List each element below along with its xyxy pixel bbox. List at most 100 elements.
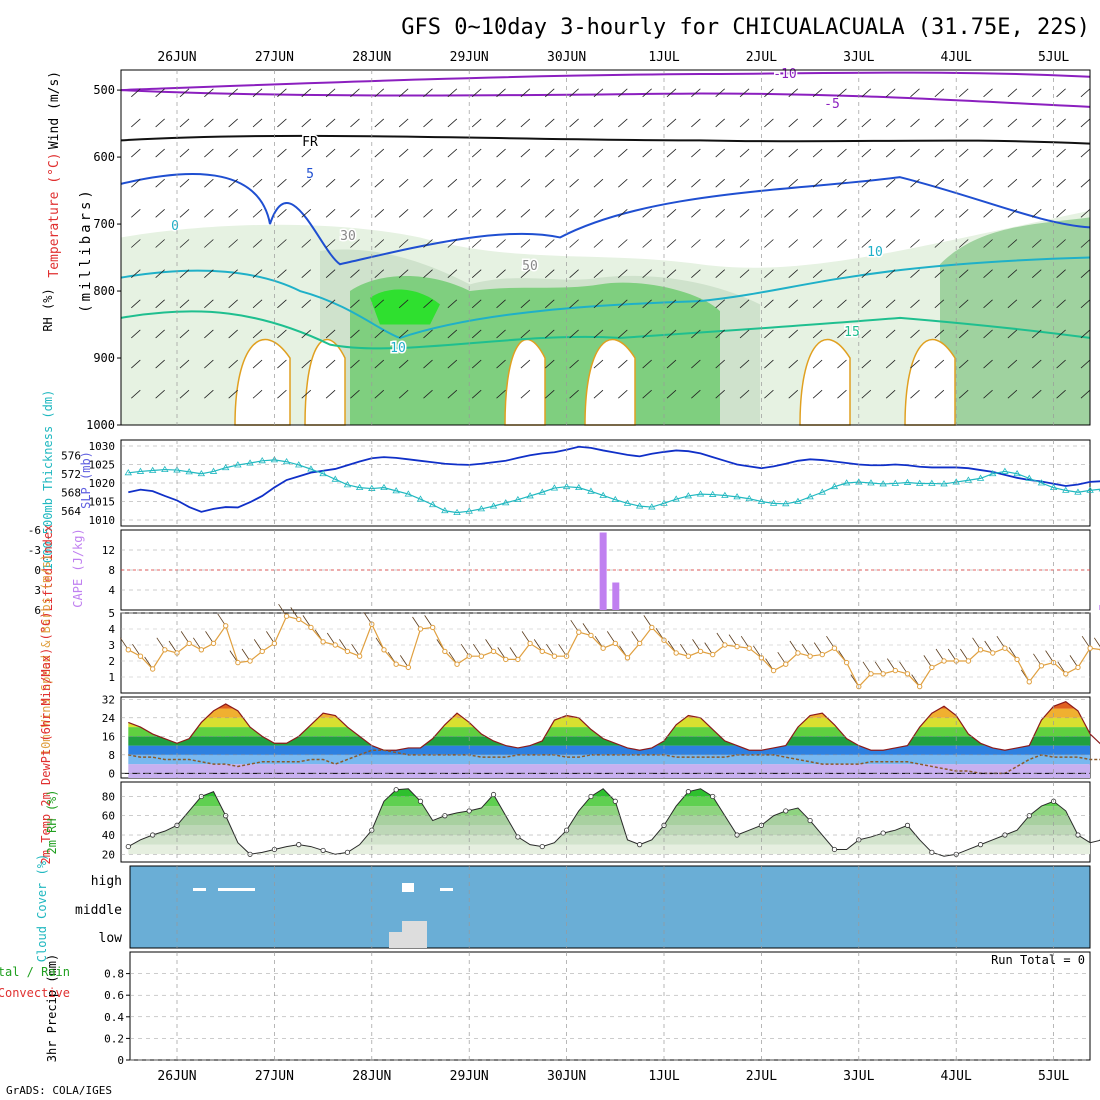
li-tick-label: 6 [34,604,41,617]
wind-barb [618,239,628,248]
wind-barb [496,178,506,188]
wind-barb [350,359,360,369]
wind-barb [642,209,652,218]
wind-barb [471,178,482,188]
wind-barb [812,178,823,188]
date-label-top: 26JUN [157,50,196,65]
wind-barb [593,389,604,399]
wind-barb [423,359,433,369]
wind-barb [350,88,360,98]
wind-barb [1056,88,1066,98]
precip-tick-label: 0.6 [104,989,124,1002]
wind-speed-point [783,661,789,667]
wind-barb [447,389,458,399]
wind-barb [252,178,263,188]
ylabel-slp: SLP (mb) [79,451,93,509]
wind-barb [1031,239,1042,248]
temp-tick-label: 32 [102,693,115,706]
wind-barb [374,148,385,158]
wind-barb [934,209,945,218]
thickness-marker [1025,474,1033,481]
wind-speed-point [210,640,217,647]
wind-barb [837,178,847,188]
slp-tick-label: 1015 [89,496,116,509]
rh-point [880,830,886,836]
wind-barb [1080,148,1091,158]
wind-speed-point [332,642,338,648]
wind-barb [666,209,677,218]
wind-barb [1007,118,1018,128]
wind-barb [155,209,165,218]
thickness-marker [185,468,193,475]
wind-tick-label: 2 [108,655,115,668]
wind-barb [1056,359,1066,369]
wind-speed-point [1038,663,1045,669]
wind-barb [471,148,482,158]
wind-barb [934,269,945,278]
thickness-marker [769,499,778,506]
wind-barb [204,269,214,278]
wind-barb [1056,209,1066,218]
wind-barb [934,88,945,98]
wind-speed-point [990,650,996,656]
ylabel-precip: 3hr Precip (mm) [45,954,59,1062]
wind-barb [691,209,701,218]
wind-barb [301,209,312,218]
legend-convective: Convective [0,986,70,1000]
wind-barb [983,389,993,399]
wind-barb [837,209,847,218]
wind-barb [1007,329,1018,339]
wind-barb [715,359,725,369]
wind-barb [739,178,750,188]
wind-barb [398,148,409,158]
wind-barb [861,239,872,248]
wind-speed-point [223,623,229,629]
wind-barb [788,88,799,98]
wind-barb [593,148,604,158]
wind-barb [471,269,482,278]
wind-barb [1031,178,1042,188]
wind-speed-point [795,650,801,656]
thickness-marker [295,461,303,468]
cape-bar [599,532,607,610]
wind-barb [179,329,190,339]
thickness-marker [1062,486,1070,493]
wind-barb [666,389,677,399]
wind-speed-point [819,651,825,658]
wind-barb [325,299,336,309]
wind-barb [520,329,531,339]
wind-barb [642,329,652,339]
date-label-top: 5JUL [1038,50,1069,65]
wind-speed-point [868,671,874,677]
date-label-bottom: 4JUL [941,1069,972,1084]
wind-barb [544,148,555,158]
date-label-bottom: 29JUN [450,1069,489,1084]
wind-barb [593,239,604,248]
wind-barb [910,178,920,188]
wind-barb [1080,209,1091,218]
wind-barb [861,178,872,188]
thickness-marker [441,506,449,514]
footer-credit: GrADS: COLA/IGES [6,1084,112,1097]
wind-speed-point [1087,645,1093,651]
wind-barb [861,329,872,339]
wind-speed-point [673,650,679,656]
wind-speed-point [490,648,497,655]
wind-barb [252,118,263,128]
thickness-marker [319,469,327,477]
wind-barb [277,148,287,158]
wind-barb [764,269,774,278]
temp-line [128,700,1100,751]
wind-barb [471,118,482,128]
thickness-marker [587,487,595,494]
wind-barb [228,329,238,339]
wind-speed-point [320,639,326,645]
thickness-tick-label: 568 [61,486,81,499]
wind-barb [691,88,701,98]
wind-barb [764,148,774,158]
wind-barb [155,88,165,98]
wind-barb [691,299,701,309]
wind-barb [569,299,579,309]
wind-barb [155,239,165,248]
wind-barb [131,88,141,98]
